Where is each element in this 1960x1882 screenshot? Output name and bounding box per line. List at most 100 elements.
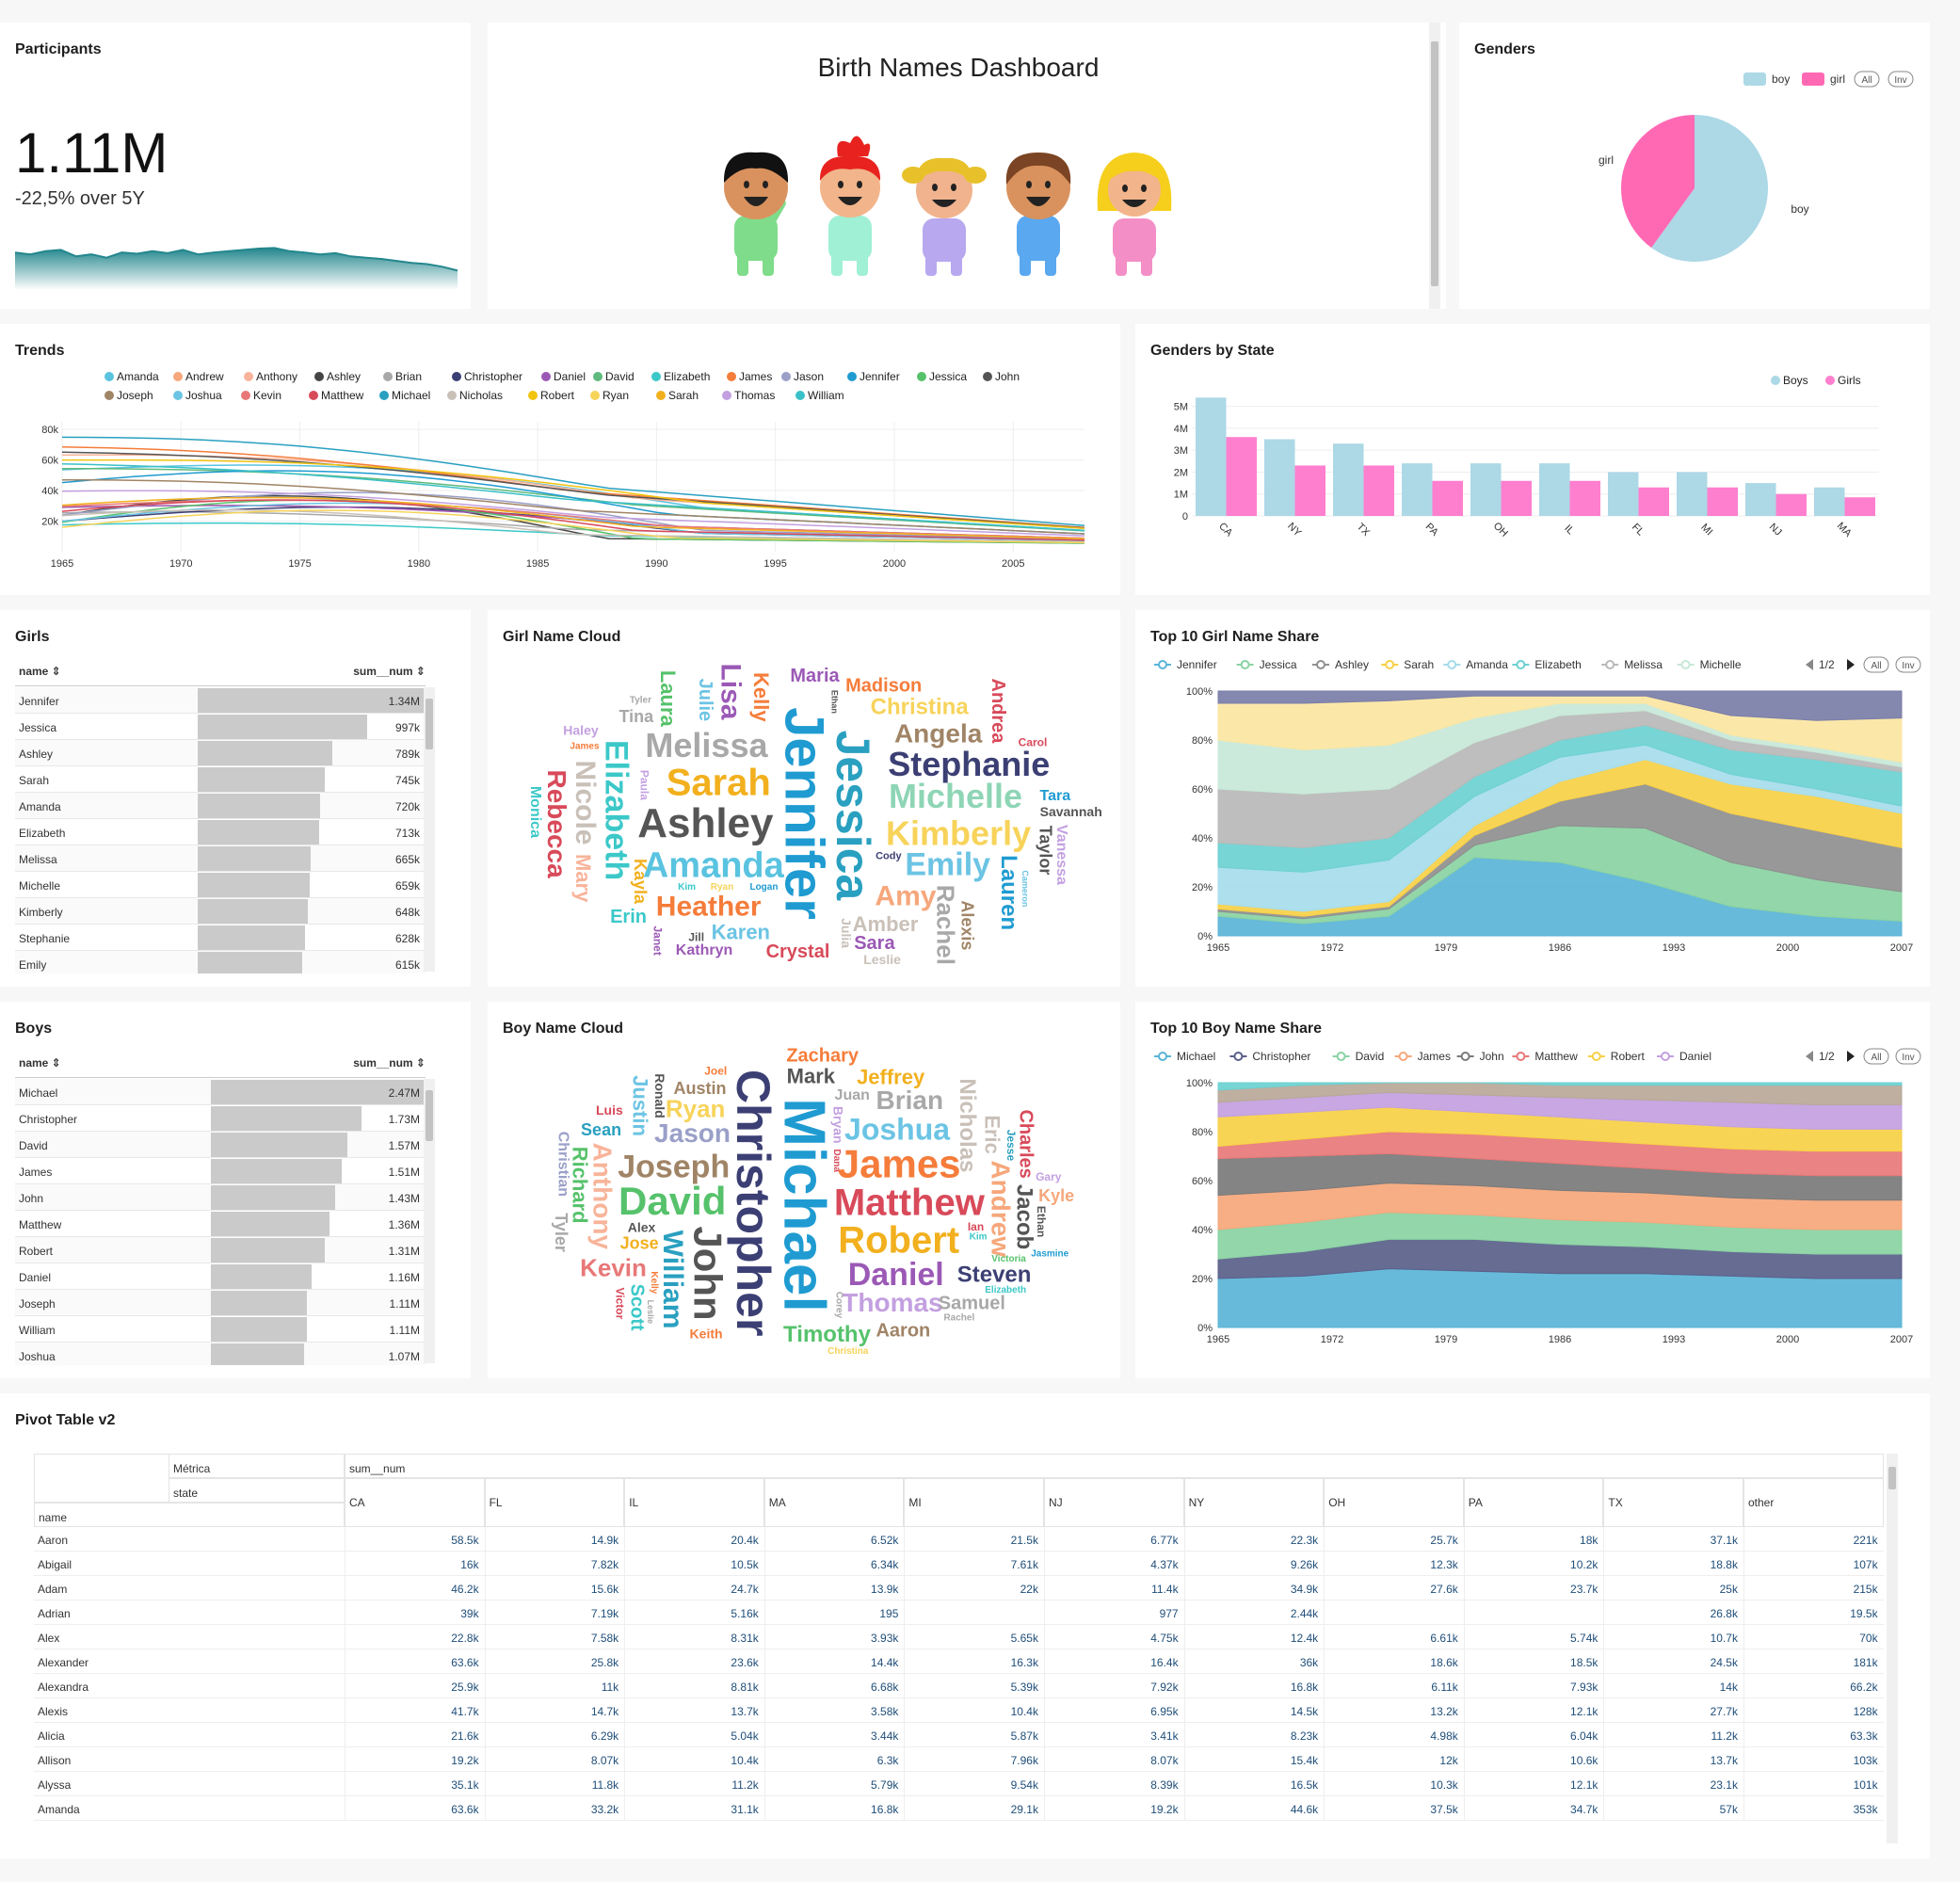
pivot-col-header[interactable]: FL bbox=[484, 1478, 625, 1527]
pivot-col-header[interactable]: other bbox=[1743, 1478, 1884, 1527]
table-row[interactable]: Ashley 789k bbox=[15, 740, 426, 766]
table-row[interactable]: Amanda 720k bbox=[15, 793, 426, 819]
pivot-table-scrollbar[interactable] bbox=[1887, 1454, 1898, 1843]
table-row[interactable]: David 1.57M bbox=[15, 1132, 426, 1158]
legend-marker-christopher bbox=[1233, 1052, 1244, 1061]
legend-label-thomas: Thomas bbox=[734, 389, 775, 402]
pivot-cell: 10.2k bbox=[1463, 1552, 1604, 1576]
legend-label-michelle: Michelle bbox=[1700, 658, 1742, 671]
y-tick-label: 80% bbox=[1192, 735, 1213, 747]
col-header-name[interactable]: name ⇕ bbox=[19, 665, 61, 678]
cloud-word: Thomas bbox=[842, 1288, 942, 1317]
table-row[interactable]: Jennifer 1.34M bbox=[15, 687, 426, 714]
legend-label-girl: girl bbox=[1830, 72, 1845, 86]
pivot-col-header[interactable]: MA bbox=[763, 1478, 905, 1527]
legend-label-matthew: Matthew bbox=[321, 389, 364, 402]
table-row[interactable]: Emily 615k bbox=[15, 951, 426, 973]
cloud-word: Kyle bbox=[1038, 1186, 1074, 1205]
legend-dot-michael bbox=[379, 391, 389, 400]
boys-scrollbar-thumb[interactable] bbox=[426, 1090, 433, 1141]
legend-button-inv bbox=[1888, 71, 1914, 88]
legend-marker-melissa bbox=[1605, 660, 1615, 669]
pivot-cell: 18.8k bbox=[1603, 1552, 1743, 1576]
cloud-word: Andrew bbox=[986, 1160, 1015, 1257]
pivot-scrollbar-thumb[interactable] bbox=[1888, 1467, 1896, 1489]
table-row[interactable]: Sarah 745k bbox=[15, 766, 426, 793]
table-row[interactable]: Christopher 1.73M bbox=[15, 1105, 426, 1132]
participants-value: 1.11M bbox=[15, 121, 169, 185]
pivot-col-header[interactable]: IL bbox=[624, 1478, 764, 1527]
cloud-word: Jose bbox=[620, 1233, 659, 1252]
pivot-cell: 6.04k bbox=[1463, 1723, 1604, 1747]
kid-3-icon bbox=[902, 157, 987, 276]
row-value: 1.57M bbox=[388, 1139, 420, 1152]
table-row[interactable]: James 1.51M bbox=[15, 1158, 426, 1184]
pivot-col-header[interactable]: NY bbox=[1183, 1478, 1325, 1527]
pivot-row-name: Alexis bbox=[34, 1698, 345, 1723]
cloud-word: Alex bbox=[628, 1219, 656, 1234]
pivot-row-name: Alex bbox=[34, 1625, 345, 1649]
col-header-name[interactable]: name ⇕ bbox=[19, 1056, 61, 1070]
row-value: 2.47M bbox=[388, 1086, 420, 1100]
legend-button-all bbox=[1854, 71, 1880, 88]
x-tick-label: 2000 bbox=[883, 558, 906, 570]
trend-line-sarah bbox=[61, 496, 1085, 539]
table-row[interactable]: Jessica 997k bbox=[15, 714, 426, 740]
legend-label-jessica: Jessica bbox=[929, 370, 967, 383]
pivot-cell: 22.3k bbox=[1183, 1527, 1325, 1552]
header-scrollbar-thumb[interactable] bbox=[1431, 41, 1438, 286]
table-row[interactable]: Daniel 1.16M bbox=[15, 1263, 426, 1290]
cloud-word: Amber bbox=[853, 912, 919, 936]
header-divider bbox=[15, 685, 426, 686]
table-row[interactable]: Joshua 1.07M bbox=[15, 1343, 426, 1365]
bar-boys-tx bbox=[1333, 443, 1364, 516]
girl-name-cloud-title: Girl Name Cloud bbox=[503, 629, 621, 645]
row-name: Joseph bbox=[19, 1297, 56, 1311]
boy-name-cloud-card: Boy Name Cloud Michael Christopher Matthew… bbox=[488, 1002, 1120, 1378]
pivot-cell: 19.2k bbox=[1044, 1796, 1184, 1821]
value-bar bbox=[211, 1133, 347, 1157]
header-scrollbar[interactable] bbox=[1429, 23, 1440, 309]
legend-dot-jennifer bbox=[847, 372, 857, 381]
pivot-col-header[interactable]: NJ bbox=[1044, 1478, 1184, 1527]
value-bar bbox=[198, 925, 305, 950]
table-row[interactable]: Stephanie 628k bbox=[15, 925, 426, 951]
pivot-row-name: Alexandra bbox=[34, 1674, 345, 1698]
table-row[interactable]: Kimberly 648k bbox=[15, 898, 426, 925]
pivot-cell: 25k bbox=[1603, 1576, 1743, 1601]
cloud-word: Michelle bbox=[889, 777, 1022, 815]
pivot-col-header[interactable]: CA bbox=[345, 1478, 485, 1527]
girls-table-scrollbar[interactable] bbox=[424, 687, 435, 972]
cloud-word: Leslie bbox=[863, 952, 901, 967]
girls-scrollbar-thumb[interactable] bbox=[426, 699, 433, 749]
table-row[interactable]: John 1.43M bbox=[15, 1184, 426, 1211]
table-row[interactable]: Michelle 659k bbox=[15, 872, 426, 898]
table-row[interactable]: Joseph 1.11M bbox=[15, 1290, 426, 1316]
cloud-word: Angela bbox=[894, 719, 983, 748]
pivot-cell: 5.74k bbox=[1463, 1625, 1604, 1649]
col-header-value[interactable]: sum__num ⇕ bbox=[353, 665, 426, 678]
table-row[interactable]: William 1.11M bbox=[15, 1316, 426, 1343]
pivot-col-header[interactable]: MI bbox=[904, 1478, 1044, 1527]
row-name: Matthew bbox=[19, 1218, 62, 1231]
pivot-col-header[interactable]: PA bbox=[1463, 1478, 1604, 1527]
pivot-col-header[interactable]: TX bbox=[1603, 1478, 1743, 1527]
table-row[interactable]: Matthew 1.36M bbox=[15, 1211, 426, 1237]
value-bar bbox=[198, 952, 303, 973]
pivot-cell: 39k bbox=[345, 1601, 485, 1625]
pivot-cell: 13.2k bbox=[1324, 1698, 1464, 1723]
boys-table-scrollbar[interactable] bbox=[424, 1079, 435, 1363]
x-tick-label: 1965 bbox=[1207, 1334, 1229, 1345]
col-header-value[interactable]: sum__num ⇕ bbox=[353, 1056, 426, 1070]
cloud-word: Nicholas bbox=[955, 1078, 980, 1172]
trend-line-james bbox=[61, 445, 1085, 529]
row-name: Amanda bbox=[19, 800, 61, 813]
table-row[interactable]: Robert 1.31M bbox=[15, 1237, 426, 1263]
pivot-col-header[interactable]: OH bbox=[1324, 1478, 1464, 1527]
kid-5-icon bbox=[1097, 153, 1172, 276]
table-row[interactable]: Melissa 665k bbox=[15, 845, 426, 872]
cloud-word: Erin bbox=[610, 907, 647, 927]
table-row[interactable]: Michael 2.47M bbox=[15, 1079, 426, 1105]
table-row[interactable]: Elizabeth 713k bbox=[15, 819, 426, 845]
boy-share-area-chart: Michael Christopher David James John Matthew R… bbox=[1154, 1048, 1921, 1345]
